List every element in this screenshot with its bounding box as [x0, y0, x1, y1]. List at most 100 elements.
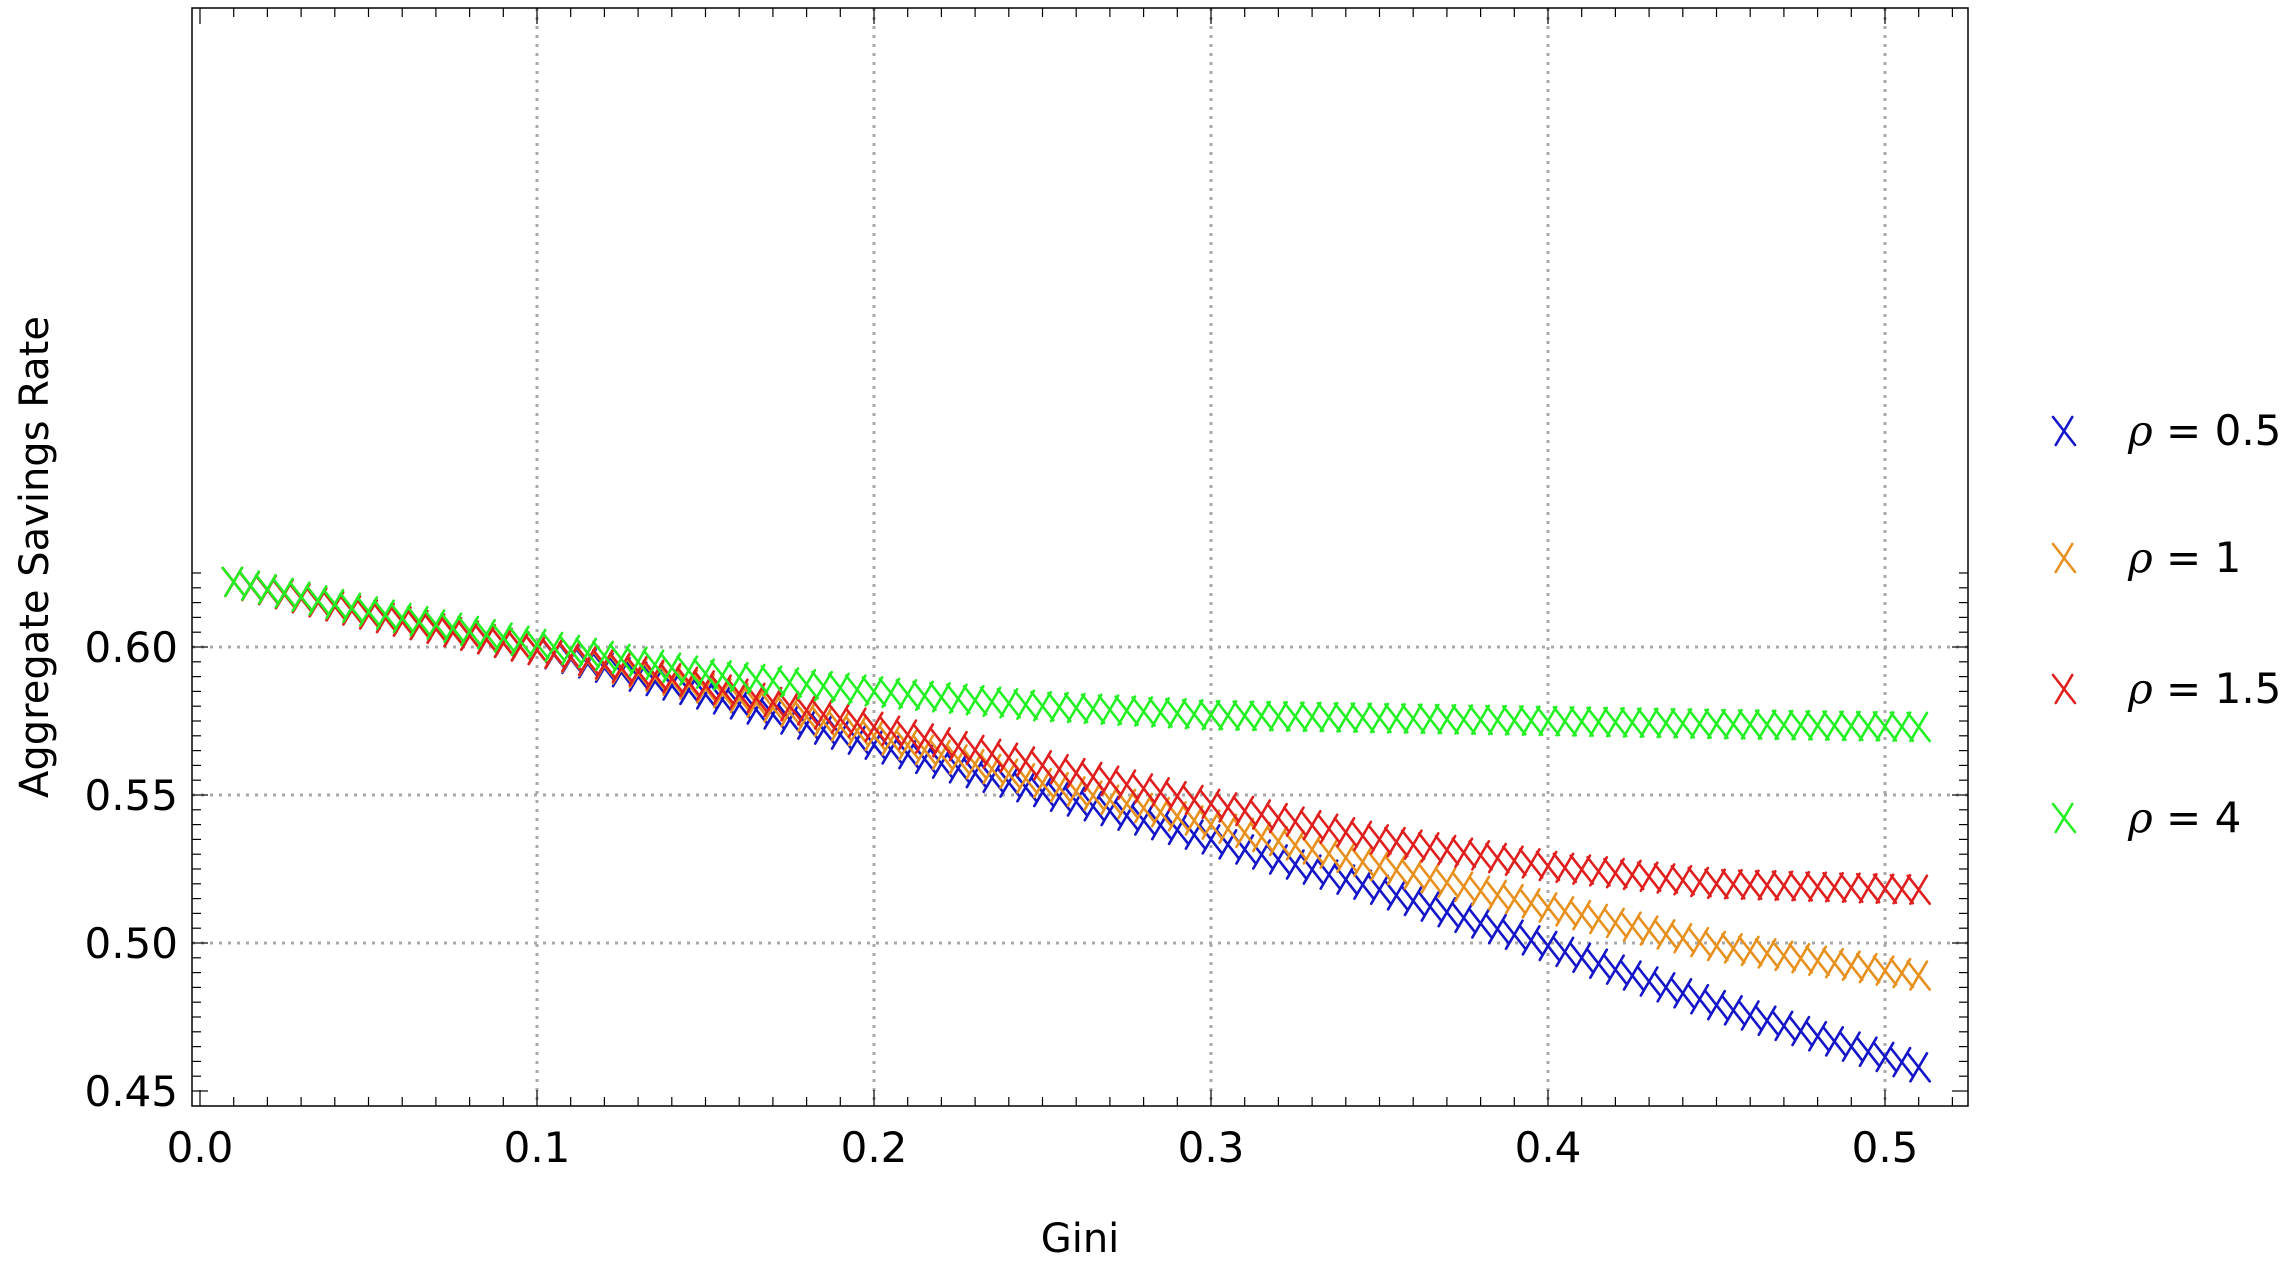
x-tick-label: 0.2	[841, 1123, 908, 1172]
data-point	[1805, 945, 1830, 977]
data-point	[1737, 935, 1763, 967]
data-point	[760, 665, 786, 697]
data-point	[1653, 972, 1679, 1003]
data-point	[1181, 698, 1207, 730]
data-point	[1805, 710, 1830, 741]
data-point	[1906, 711, 1931, 743]
data-point	[1805, 1020, 1830, 1052]
data-point	[1721, 933, 1746, 964]
data-point	[1367, 824, 1392, 855]
data-point	[844, 674, 870, 705]
data-point	[1552, 936, 1578, 968]
data-point	[1855, 872, 1881, 904]
data-point	[1822, 1026, 1847, 1057]
data-point	[1030, 690, 1055, 722]
data-point	[1535, 850, 1561, 882]
legend-item: ρ = 1.5	[2051, 664, 2281, 713]
y-tick-labels: 0.45 0.50 0.55 0.60	[84, 623, 178, 1116]
y-axis-title: Aggregate Savings Rate	[12, 316, 58, 798]
y-tick-label: 0.50	[84, 919, 178, 968]
legend-rho-symbol: ρ	[2127, 793, 2153, 842]
data-point	[1316, 701, 1342, 733]
data-point	[625, 646, 651, 678]
data-point	[1619, 859, 1645, 891]
data-point	[1737, 709, 1763, 740]
data-point	[1839, 710, 1864, 742]
data-point	[1266, 700, 1291, 732]
data-point	[1384, 703, 1409, 734]
data-point	[1417, 832, 1443, 863]
data-point	[1148, 697, 1173, 728]
legend-marker	[2051, 802, 2077, 834]
data-point	[1670, 708, 1696, 739]
data-point	[1721, 868, 1746, 900]
legend-marker	[2051, 673, 2077, 705]
data-point	[945, 683, 971, 715]
data-point	[1670, 978, 1696, 1009]
legend-item: ρ = 4	[2051, 793, 2241, 842]
data-point	[777, 667, 803, 698]
series-2	[221, 566, 1931, 906]
data-point	[1518, 888, 1544, 919]
data-point	[1485, 879, 1510, 911]
data-point	[1704, 708, 1729, 740]
y-tick-label: 0.45	[84, 1067, 178, 1116]
series-3	[221, 566, 1931, 743]
data-point	[1704, 989, 1729, 1021]
data-point	[1687, 983, 1712, 1015]
data-point	[1872, 955, 1898, 986]
data-point	[1754, 709, 1780, 741]
data-point	[1485, 842, 1510, 874]
plot-frame	[191, 7, 1969, 1107]
data-point	[979, 686, 1005, 718]
data-point	[1518, 925, 1544, 956]
data-point	[693, 658, 718, 689]
data-point	[1299, 701, 1325, 733]
data-point	[1451, 902, 1477, 934]
x-tick-label: 0.4	[1515, 1123, 1582, 1172]
data-point	[1434, 834, 1460, 866]
data-point	[1889, 957, 1915, 989]
data-point	[1822, 710, 1847, 741]
data-point	[1451, 704, 1477, 735]
data-point	[1788, 870, 1814, 902]
x-tick-labels: 0.0 0.1 0.2 0.3 0.4 0.5	[167, 1123, 1919, 1172]
data-point	[1636, 707, 1662, 739]
data-point	[1485, 704, 1510, 736]
data-point	[1872, 711, 1898, 742]
data-point	[1721, 708, 1746, 740]
data-point	[1215, 700, 1241, 731]
x-tick-label: 0.5	[1852, 1123, 1919, 1172]
data-point	[1434, 703, 1460, 735]
data-point	[1400, 859, 1426, 890]
data-point	[1586, 948, 1611, 980]
data-point	[878, 677, 904, 709]
data-point	[592, 640, 617, 672]
data-point	[1485, 913, 1510, 945]
legend: ρ = 0.5ρ = 1ρ = 1.5ρ = 4	[2051, 406, 2281, 842]
data-point	[1872, 873, 1898, 905]
data-point	[1502, 919, 1527, 951]
data-point	[1653, 707, 1679, 739]
data-point	[1333, 842, 1359, 874]
data-point	[1131, 696, 1156, 727]
data-point	[1434, 896, 1460, 928]
data-point	[1855, 710, 1881, 742]
data-point	[1502, 845, 1527, 877]
data-point	[710, 660, 735, 691]
legend-value: = 1	[2153, 533, 2242, 582]
data-point	[1367, 702, 1392, 734]
data-point	[1670, 864, 1696, 896]
data-point	[1704, 868, 1729, 900]
data-point	[659, 652, 685, 684]
data-point	[1906, 960, 1931, 991]
legend-label: ρ = 4	[2127, 793, 2241, 842]
y-tick-label: 0.60	[84, 623, 178, 672]
data-point	[1552, 852, 1578, 884]
data-point	[1097, 694, 1123, 726]
data-point	[794, 668, 819, 700]
data-point	[1619, 707, 1645, 738]
data-point	[895, 679, 921, 710]
data-point	[1013, 689, 1038, 721]
